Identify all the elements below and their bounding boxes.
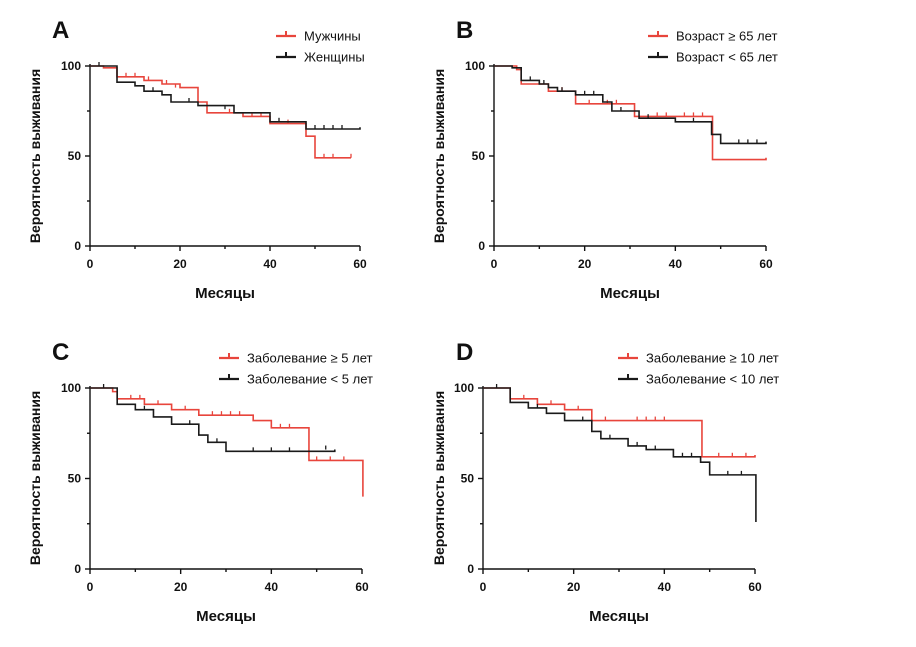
y-tick-label: 0 — [74, 239, 81, 253]
x-tick-label: 0 — [491, 257, 498, 271]
legend-label-series-2: Заболевание < 10 лет — [646, 372, 779, 387]
x-tick-label: 0 — [87, 257, 94, 271]
panel-letter: B — [456, 17, 473, 44]
panel-letter: D — [456, 339, 473, 366]
chart-panel-b: B 0 20 40 60 0 50 100 Вероятность выживания Месяц… — [431, 17, 778, 302]
legend-label-series-1: Заболевание ≥ 5 лет — [247, 351, 373, 366]
y-axis-label: Вероятность выживания — [431, 391, 447, 565]
legend-label-series-2: Возраст < 65 лет — [676, 50, 778, 65]
x-tick-label: 20 — [173, 257, 187, 271]
x-tick-label: 40 — [658, 580, 672, 594]
y-tick-label: 50 — [461, 472, 475, 486]
chart-panel-a: A 0 20 40 60 0 50 100 Вероятность выживания Месяц… — [27, 17, 367, 302]
y-tick-label: 100 — [465, 59, 485, 73]
legend-label-series-1: Заболевание ≥ 10 лет — [646, 351, 779, 366]
km-curve-series-2 — [483, 387, 757, 522]
legend-label-series-2: Женщины — [304, 50, 365, 65]
x-tick-label: 60 — [355, 580, 369, 594]
x-axis-label: Месяцы — [195, 285, 255, 302]
x-tick-label: 0 — [87, 580, 94, 594]
y-tick-label: 100 — [61, 59, 81, 73]
y-tick-label: 100 — [454, 381, 474, 395]
x-tick-label: 0 — [480, 580, 487, 594]
km-curve-series-2 — [90, 65, 361, 130]
y-axis-label: Вероятность выживания — [27, 69, 43, 243]
y-tick-label: 50 — [472, 149, 486, 163]
x-axis-label: Месяцы — [600, 285, 660, 302]
y-tick-label: 50 — [68, 472, 82, 486]
km-curve-series-2 — [90, 387, 336, 453]
y-tick-label: 0 — [467, 562, 474, 576]
km-curve-series-2 — [494, 65, 767, 145]
x-tick-label: 20 — [578, 257, 592, 271]
y-tick-label: 0 — [478, 239, 485, 253]
x-tick-label: 40 — [669, 257, 683, 271]
legend-label-series-1: Возраст ≥ 65 лет — [676, 29, 777, 44]
y-tick-label: 100 — [61, 381, 81, 395]
legend-label-series-1: Мужчины — [304, 29, 361, 44]
x-tick-label: 20 — [174, 580, 188, 594]
x-tick-label: 60 — [353, 257, 367, 271]
chart-panel-d: D 0 20 40 60 0 50 100 Вероятность выживания Месяц… — [431, 339, 779, 625]
y-axis-label: Вероятность выживания — [431, 69, 447, 243]
x-tick-label: 40 — [265, 580, 279, 594]
y-axis-label: Вероятность выживания — [27, 391, 43, 565]
y-tick-label: 50 — [68, 149, 82, 163]
x-axis-label: Месяцы — [196, 608, 256, 625]
panel-letter: A — [52, 17, 69, 44]
x-tick-label: 60 — [748, 580, 762, 594]
chart-panel-c: C 0 20 40 60 0 50 100 Вероятность выживания Месяц… — [27, 339, 373, 625]
km-curve-series-1 — [494, 65, 767, 161]
x-tick-label: 20 — [567, 580, 581, 594]
y-tick-label: 0 — [74, 562, 81, 576]
legend-label-series-2: Заболевание < 5 лет — [247, 372, 373, 387]
x-tick-label: 40 — [263, 257, 277, 271]
x-axis-label: Месяцы — [589, 608, 649, 625]
panel-letter: C — [52, 339, 69, 366]
x-tick-label: 60 — [759, 257, 773, 271]
